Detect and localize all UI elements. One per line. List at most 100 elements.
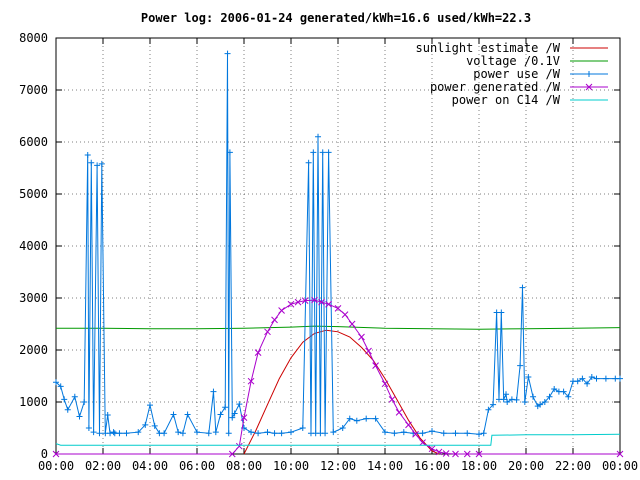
data-point	[85, 425, 92, 431]
data-point	[81, 399, 88, 405]
series-3	[52, 296, 624, 458]
data-point	[616, 450, 624, 458]
data-point	[229, 414, 236, 421]
data-point	[305, 159, 312, 166]
data-point	[278, 307, 285, 314]
x-tick-label: 16:00	[414, 459, 450, 473]
data-point	[205, 430, 212, 437]
data-point	[485, 406, 492, 413]
data-point	[271, 316, 278, 324]
data-point	[123, 430, 130, 437]
data-point	[288, 429, 294, 436]
data-point	[52, 450, 60, 458]
data-point	[560, 388, 567, 395]
data-point	[116, 430, 123, 437]
data-point	[382, 429, 388, 436]
data-point	[240, 414, 248, 421]
data-point	[179, 430, 186, 437]
y-tick-label: 5000	[19, 187, 48, 201]
data-point	[294, 298, 302, 306]
data-point	[96, 430, 103, 437]
series-1	[56, 325, 621, 330]
data-point	[319, 149, 326, 156]
data-point	[278, 430, 285, 437]
data-point	[565, 393, 572, 400]
y-tick-label: 8000	[19, 31, 48, 45]
data-point	[248, 429, 255, 436]
data-point	[135, 429, 142, 436]
data-point	[254, 349, 262, 356]
data-point	[517, 362, 524, 369]
data-point	[525, 374, 532, 381]
data-point	[247, 377, 255, 385]
data-point	[480, 430, 487, 437]
series-line	[56, 299, 620, 455]
series-line	[243, 329, 440, 455]
series-2	[53, 50, 623, 438]
data-point	[64, 406, 71, 413]
y-tick-label: 3000	[19, 291, 48, 305]
data-point	[161, 430, 168, 437]
data-point	[322, 430, 329, 437]
data-point	[579, 375, 586, 382]
data-point	[419, 430, 426, 437]
data-point	[593, 375, 600, 382]
data-point	[381, 380, 389, 388]
data-point	[508, 396, 515, 403]
data-point	[519, 284, 526, 291]
data-point	[372, 362, 379, 369]
series-4	[55, 433, 621, 446]
data-point	[341, 311, 349, 318]
data-point	[546, 393, 553, 400]
x-tick-label: 18:00	[461, 459, 497, 473]
data-point	[498, 309, 505, 316]
data-point	[98, 160, 105, 167]
chart-title: Power log: 2006-01-24 generated/kWh=16.6…	[141, 11, 531, 25]
data-point	[231, 410, 238, 417]
data-point	[530, 393, 537, 400]
data-point	[90, 429, 97, 436]
data-point	[551, 386, 558, 392]
data-point	[537, 401, 544, 408]
data-point	[325, 149, 332, 156]
data-point	[318, 298, 325, 306]
data-point	[84, 152, 91, 158]
data-point	[428, 445, 436, 453]
data-point	[358, 333, 365, 341]
data-point	[71, 393, 78, 400]
y-tick-label: 6000	[19, 135, 48, 149]
data-point	[490, 401, 497, 408]
data-point	[395, 409, 403, 416]
legend-label: power on C14 /W	[452, 93, 561, 107]
data-point	[391, 430, 398, 437]
data-point	[222, 404, 229, 411]
data-point	[217, 411, 224, 418]
series-line	[55, 433, 621, 446]
data-point	[104, 412, 111, 418]
data-point	[53, 379, 59, 386]
data-point	[184, 411, 191, 418]
x-tick-label: 10:00	[273, 459, 309, 473]
series-layer	[52, 50, 624, 458]
data-point	[353, 417, 360, 424]
data-point	[602, 375, 609, 382]
data-point	[440, 430, 447, 437]
data-point	[170, 411, 177, 418]
data-point	[334, 305, 342, 312]
data-point	[475, 450, 483, 458]
data-point	[513, 396, 520, 403]
data-point	[503, 391, 510, 398]
y-tick-label: 2000	[19, 343, 48, 357]
x-tick-label: 04:00	[132, 459, 168, 473]
data-point	[299, 425, 306, 431]
data-point	[315, 133, 322, 140]
data-point	[142, 421, 149, 428]
data-point	[210, 388, 217, 395]
data-point	[521, 399, 528, 405]
data-point	[194, 429, 200, 436]
data-point	[617, 375, 623, 382]
data-point	[325, 300, 332, 308]
data-point	[235, 442, 243, 450]
data-point	[452, 430, 459, 437]
